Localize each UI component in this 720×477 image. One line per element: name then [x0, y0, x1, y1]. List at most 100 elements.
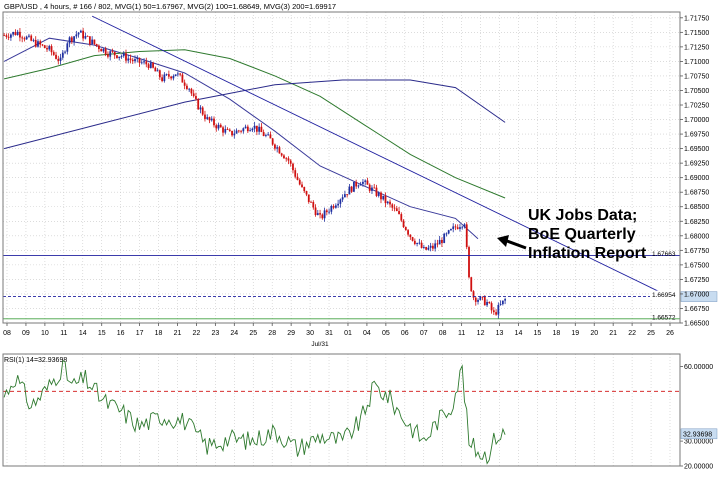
candle-body: [470, 277, 473, 292]
candle-body: [371, 187, 373, 191]
y-tick-label: 1.70000: [684, 117, 709, 124]
candle-body: [337, 203, 340, 206]
candle-body: [201, 107, 204, 115]
candle-body: [176, 73, 179, 75]
candle-body: [149, 62, 152, 68]
x-tick-label: 22: [628, 330, 636, 337]
candle-body: [479, 296, 482, 300]
candle-body: [504, 299, 507, 301]
candle-body: [222, 127, 224, 133]
y-tick-label: 1.67500: [684, 262, 709, 269]
rsi-title: RSI(1) 14=32.93698: [4, 357, 67, 364]
y-tick-label: 1.68500: [684, 204, 709, 211]
candle-body: [111, 51, 114, 53]
x-tick-label: 14: [515, 330, 523, 337]
candle-body: [210, 118, 213, 121]
candle-body: [267, 134, 270, 136]
candle-body: [12, 32, 15, 35]
candle-body: [389, 201, 391, 205]
candle-body: [249, 130, 252, 132]
candle-body: [409, 234, 412, 238]
x-tick-label: 19: [571, 330, 579, 337]
candle-body: [86, 36, 89, 37]
rsi-panel: RSI(1) 14=32.93698 60.00000 30.00000 20.000…: [3, 357, 718, 471]
candle-body: [240, 130, 242, 132]
candle-body: [181, 74, 184, 83]
candle-body: [224, 129, 227, 133]
candle-body: [447, 230, 450, 234]
candle-body: [253, 125, 256, 129]
candle-body: [416, 242, 418, 244]
x-tick-label: 25: [249, 330, 257, 337]
ma200-line: [3, 79, 506, 150]
candle-body: [197, 98, 200, 110]
candle-body: [5, 35, 8, 37]
x-tick-label: 23: [211, 330, 219, 337]
candle-body: [472, 291, 475, 298]
y-tick-label: 1.68250: [684, 219, 709, 226]
candle-body: [492, 310, 495, 313]
levels: 1.67663 1.66954 1.66572: [3, 251, 718, 321]
rsi-line: [3, 360, 506, 465]
current-price-box: [680, 291, 718, 302]
candle-body: [158, 70, 161, 78]
candle-body: [285, 158, 288, 160]
x-tick-label: 31: [325, 330, 333, 337]
candle-body: [167, 74, 170, 77]
x-tick-label: 26: [666, 330, 674, 337]
candle-body: [179, 73, 182, 75]
candle-body: [348, 186, 351, 195]
x-tick-label: 21: [609, 330, 617, 337]
candle-body: [228, 129, 231, 131]
candle-body: [199, 107, 202, 110]
candle-body: [136, 57, 139, 60]
candle-body: [95, 44, 98, 46]
candle-body: [454, 226, 457, 228]
candle-body: [463, 224, 466, 227]
x-sub-label: Jul/31: [311, 341, 329, 348]
x-tick-label: 18: [155, 330, 163, 337]
candle-body: [57, 58, 60, 61]
candle-body: [143, 61, 145, 63]
candle-body: [84, 36, 87, 39]
candle-body: [79, 30, 82, 33]
candle-body: [260, 126, 263, 133]
candle-body: [34, 39, 37, 47]
x-tick-label: 08: [3, 330, 11, 337]
candle-body: [37, 41, 39, 47]
candle-body: [490, 303, 493, 311]
candle-body: [450, 229, 452, 231]
candle-body: [359, 183, 362, 186]
candle-body: [138, 57, 141, 63]
y-tick-label: 1.70750: [684, 73, 709, 80]
candle-body: [362, 181, 364, 184]
candle-body: [427, 247, 430, 250]
candle-body: [82, 30, 85, 39]
candle-body: [346, 194, 349, 195]
candle-body: [382, 195, 385, 200]
candle-body: [420, 242, 423, 248]
candle-body: [262, 132, 265, 136]
x-tick-label: 15: [98, 330, 106, 337]
x-tick-label: 29: [287, 330, 295, 337]
y-tick-label: 1.68000: [684, 233, 709, 240]
candle-body: [321, 214, 324, 219]
candle-body: [265, 135, 267, 136]
candle-body: [233, 133, 236, 136]
candle-body: [7, 36, 10, 38]
y-tick-label: 1.70500: [684, 88, 709, 95]
candle-body: [104, 48, 107, 55]
candle-body: [190, 88, 193, 94]
candle-body: [357, 185, 360, 187]
candle-body: [431, 245, 434, 249]
ma100-line: [3, 49, 506, 199]
y-tick-label: 1.71000: [684, 59, 709, 66]
candle-body: [255, 125, 258, 132]
candle-body: [16, 31, 19, 35]
annotation-line: Inflation Report: [528, 245, 647, 262]
candle-body: [165, 74, 168, 76]
candle-body: [499, 304, 502, 305]
x-tick-label: 06: [401, 330, 409, 337]
rsi-y-tick-label: 30.00000: [684, 439, 713, 446]
